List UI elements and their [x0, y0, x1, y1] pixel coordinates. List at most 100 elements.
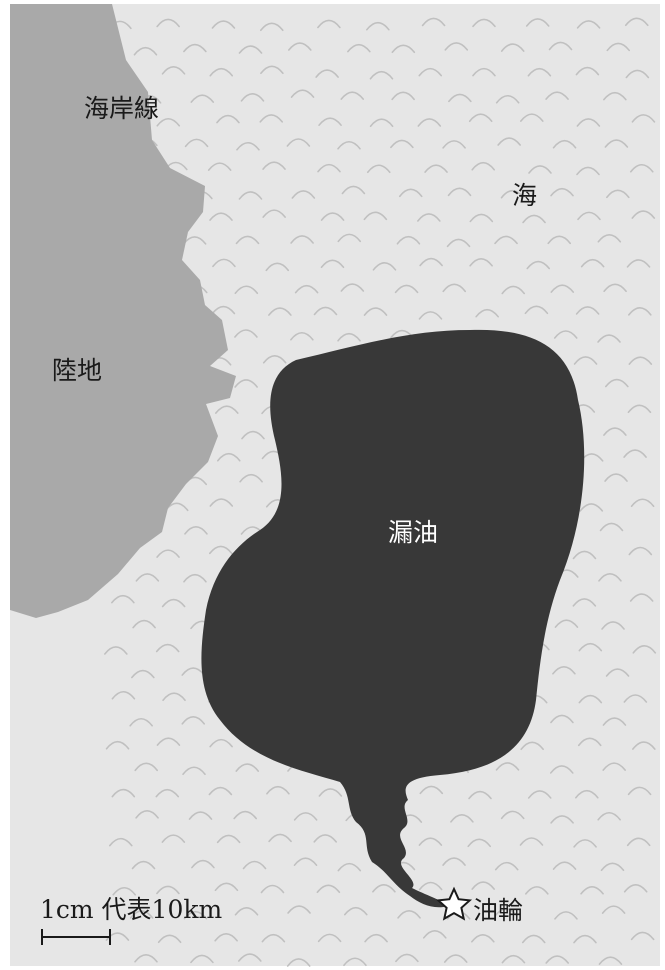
wave-mark: [155, 643, 180, 653]
wave-mark: [630, 931, 655, 941]
wave-mark: [286, 958, 311, 967]
wave-mark: [294, 284, 319, 294]
wave-mark: [417, 118, 442, 127]
wave-mark: [215, 405, 239, 414]
wave-mark: [525, 18, 550, 27]
wave-mark: [472, 18, 496, 28]
wave-mark: [628, 307, 652, 316]
wave-mark: [211, 305, 236, 315]
wave-mark: [133, 46, 158, 56]
wave-mark: [623, 449, 647, 458]
wave-mark: [240, 93, 265, 102]
wave-mark: [579, 503, 604, 512]
wave-mark: [239, 473, 263, 483]
wave-mark: [268, 833, 292, 843]
wave-mark: [104, 646, 128, 655]
wave-mark: [446, 238, 471, 248]
wave-mark: [287, 905, 311, 914]
wave-mark: [111, 788, 136, 798]
wave-mark: [390, 139, 414, 149]
wave-mark: [108, 837, 133, 847]
wave-mark: [395, 953, 419, 963]
wave-mark: [156, 117, 181, 127]
wave-mark: [394, 284, 419, 294]
wave-mark: [576, 118, 601, 127]
wave-mark: [580, 886, 604, 895]
wave-mark: [628, 356, 653, 365]
wave-mark: [155, 788, 180, 798]
wave-mark: [105, 932, 130, 941]
wave-mark: [216, 114, 240, 124]
wave-mark: [497, 137, 521, 146]
wave-mark: [623, 694, 648, 703]
wave-mark: [552, 861, 577, 870]
wave-mark: [112, 886, 136, 896]
wave-mark: [471, 933, 495, 943]
wave-mark: [550, 187, 574, 197]
wave-mark: [629, 593, 654, 602]
wave-mark: [190, 954, 214, 964]
wave-mark: [500, 43, 525, 52]
wave-mark: [602, 717, 627, 726]
wave-mark: [397, 910, 421, 919]
wave-mark: [161, 598, 186, 608]
wave-mark: [235, 235, 260, 245]
wave-mark: [417, 213, 441, 222]
wave-mark: [259, 22, 284, 32]
wave-mark: [372, 884, 396, 893]
tanker-label: 油輪: [473, 896, 524, 925]
wave-mark: [184, 138, 209, 148]
wave-mark: [573, 934, 597, 944]
wave-mark: [260, 884, 285, 894]
wave-mark: [212, 258, 236, 268]
wave-mark: [576, 20, 601, 29]
wave-mark: [628, 546, 653, 556]
wave-mark: [447, 187, 472, 197]
wave-mark: [603, 283, 627, 293]
wave-mark: [105, 740, 130, 750]
wave-mark: [340, 91, 365, 100]
wave-mark: [262, 355, 287, 364]
wave-mark: [241, 430, 265, 440]
wave-mark: [631, 114, 656, 123]
wave-mark: [494, 908, 518, 917]
wave-mark: [135, 573, 160, 582]
wave-mark: [291, 190, 316, 199]
wave-mark: [500, 189, 525, 199]
wave-mark: [183, 573, 207, 583]
wave-mark: [601, 621, 625, 630]
wave-mark: [597, 811, 621, 821]
wave-mark: [521, 934, 546, 944]
oil-spill-area: [201, 329, 585, 908]
wave-mark: [623, 884, 648, 893]
wave-mark: [632, 645, 657, 654]
land-label: 陸地: [52, 356, 103, 385]
wave-mark: [183, 43, 207, 53]
wave-mark: [442, 857, 466, 866]
wave-mark: [418, 67, 443, 77]
wave-mark: [548, 41, 573, 51]
wave-mark: [527, 67, 552, 77]
wave-mark: [471, 881, 495, 890]
wave-mark: [418, 837, 443, 846]
wave-mark: [262, 161, 286, 170]
wave-mark: [526, 260, 551, 270]
wave-mark: [262, 209, 286, 218]
wave-mark: [495, 94, 520, 104]
wave-mark: [575, 306, 600, 315]
wave-mark: [214, 882, 239, 892]
wave-mark: [343, 906, 368, 916]
land-area: [10, 4, 236, 618]
wave-mark: [631, 210, 656, 219]
wave-mark: [442, 283, 467, 293]
wave-mark: [157, 934, 182, 944]
wave-mark: [396, 235, 421, 245]
wave-mark: [337, 233, 362, 243]
wave-mark: [363, 307, 388, 316]
wave-mark: [290, 235, 314, 244]
wave-mark: [235, 763, 260, 772]
wave-mark: [549, 765, 574, 774]
wave-mark: [111, 594, 135, 604]
wave-mark: [418, 311, 443, 320]
wave-mark: [398, 188, 423, 198]
